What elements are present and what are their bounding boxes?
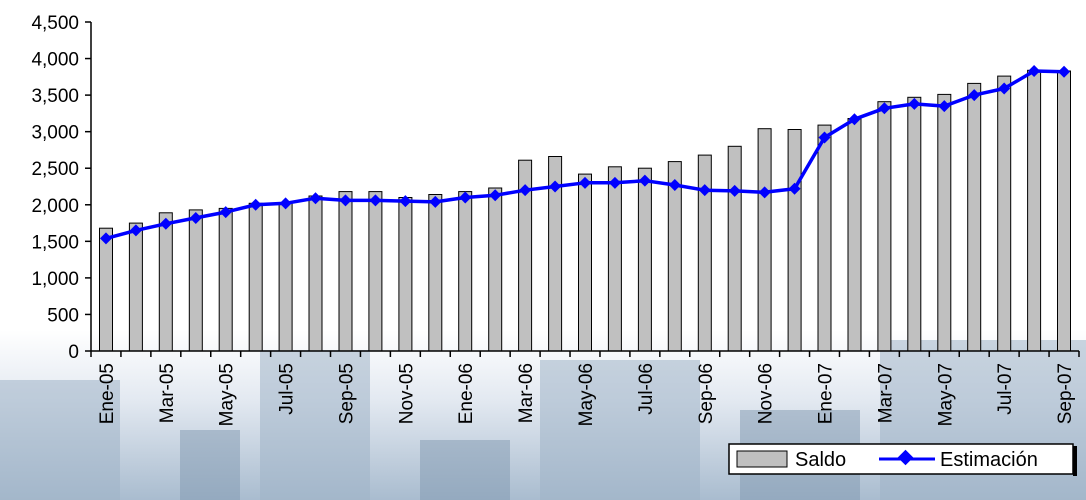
y-tick-label: 3,500 [31, 86, 79, 107]
legend: Saldo Estimación [728, 443, 1077, 476]
legend-label-estimacion: Estimación [940, 449, 1038, 471]
bar-saldo [99, 227, 113, 352]
bar-saldo [278, 202, 293, 352]
point-estimacion [908, 97, 921, 110]
point-estimacion [758, 186, 771, 199]
x-tick-label: Nov-06 [756, 363, 777, 424]
x-tick-label: Ene-07 [816, 363, 837, 424]
point-estimacion [998, 82, 1011, 95]
bar-saldo [158, 212, 173, 352]
x-tick-label: Ene-05 [97, 363, 118, 424]
point-estimacion [608, 176, 621, 189]
bar-saldo [637, 167, 652, 352]
x-tick-label: Sep-05 [336, 363, 357, 424]
bar-saldo [338, 191, 353, 352]
bar-saldo [458, 191, 473, 352]
y-tick-label: 2,000 [31, 196, 79, 217]
point-estimacion [459, 191, 472, 204]
bar-saldo [847, 118, 862, 352]
point-estimacion [788, 182, 801, 195]
y-tick-label: 4,500 [31, 13, 79, 34]
point-estimacion [938, 100, 951, 113]
bar-saldo [428, 194, 443, 352]
point-estimacion [728, 184, 741, 197]
x-tick-label: Mar-07 [875, 363, 896, 423]
x-tick-label: May-06 [576, 363, 597, 426]
x-tick-label: Jul-07 [995, 363, 1016, 415]
legend-swatch-saldo [736, 450, 788, 468]
bar-saldo [757, 128, 772, 352]
point-estimacion [579, 176, 591, 189]
bar-saldo [218, 207, 233, 352]
bar-saldo [128, 222, 143, 352]
bar-saldo [488, 187, 503, 352]
bar-saldo [607, 166, 622, 352]
y-tick-label: 1,500 [31, 232, 79, 253]
point-estimacion [1058, 65, 1071, 78]
axes-layer: 0 500 1,000 1,500 2,000 2,500 3,000 3,500 4,000 4… [31, 13, 1080, 426]
bar-saldo [877, 101, 892, 352]
bar-saldo [578, 173, 592, 352]
point-estimacion [339, 194, 352, 207]
point-estimacion [129, 224, 142, 237]
point-estimacion [369, 194, 382, 207]
x-tick-label: Jul-06 [636, 363, 657, 415]
legend-label-saldo: Saldo [795, 449, 846, 471]
bar-saldo [937, 93, 952, 352]
x-tick-label: May-05 [217, 363, 238, 426]
x-tick-label: May-07 [935, 363, 956, 426]
bar-saldo [787, 129, 802, 352]
point-estimacion [818, 131, 831, 144]
point-estimacion [968, 89, 981, 102]
x-tick-label: Mar-06 [516, 363, 537, 423]
point-estimacion [219, 206, 232, 219]
bar-saldo [1057, 70, 1071, 352]
point-estimacion [309, 192, 322, 205]
x-tick-label: Sep-07 [1055, 363, 1076, 424]
y-tick-label: 3,000 [31, 123, 79, 144]
x-tick-label: Nov-05 [396, 363, 417, 424]
y-tick-label: 500 [47, 305, 79, 326]
bar-saldo [398, 197, 413, 352]
y-tick-label: 0 [68, 342, 79, 363]
bar-saldo [248, 202, 263, 352]
point-estimacion [549, 180, 562, 193]
bar-saldo [368, 191, 383, 352]
bar-saldo [1027, 69, 1042, 352]
bar-saldo [967, 82, 982, 352]
point-estimacion [489, 189, 502, 202]
y-tick-label: 1,000 [31, 269, 79, 290]
point-estimacion [429, 195, 442, 208]
point-estimacion [279, 197, 292, 210]
x-tick-label: Ene-06 [456, 363, 477, 424]
legend-shadow [1073, 446, 1077, 476]
bar-saldo [308, 195, 323, 352]
bar-saldo [997, 75, 1012, 352]
point-estimacion [698, 184, 711, 197]
point-estimacion [638, 174, 651, 187]
point-estimacion [519, 184, 532, 197]
bar-saldo [188, 209, 203, 352]
point-estimacion [189, 211, 202, 224]
bar-saldo [817, 124, 832, 352]
point-estimacion [878, 102, 891, 115]
bar-saldo [727, 145, 742, 352]
y-tick-label: 4,000 [31, 50, 79, 71]
point-estimacion [399, 195, 412, 208]
point-estimacion [668, 179, 681, 192]
x-tick-label: Sep-06 [696, 363, 717, 424]
bar-saldo [907, 96, 922, 352]
point-estimacion [1028, 64, 1041, 77]
line-layer [99, 64, 1071, 245]
point-estimacion [99, 232, 112, 245]
point-estimacion [159, 217, 172, 230]
point-estimacion [249, 198, 262, 211]
bars-layer [99, 69, 1071, 352]
y-tick-label: 2,500 [31, 159, 79, 180]
point-estimacion [848, 113, 861, 126]
x-tick-label: Mar-05 [157, 363, 178, 423]
x-tick-label: Jul-05 [277, 363, 298, 415]
